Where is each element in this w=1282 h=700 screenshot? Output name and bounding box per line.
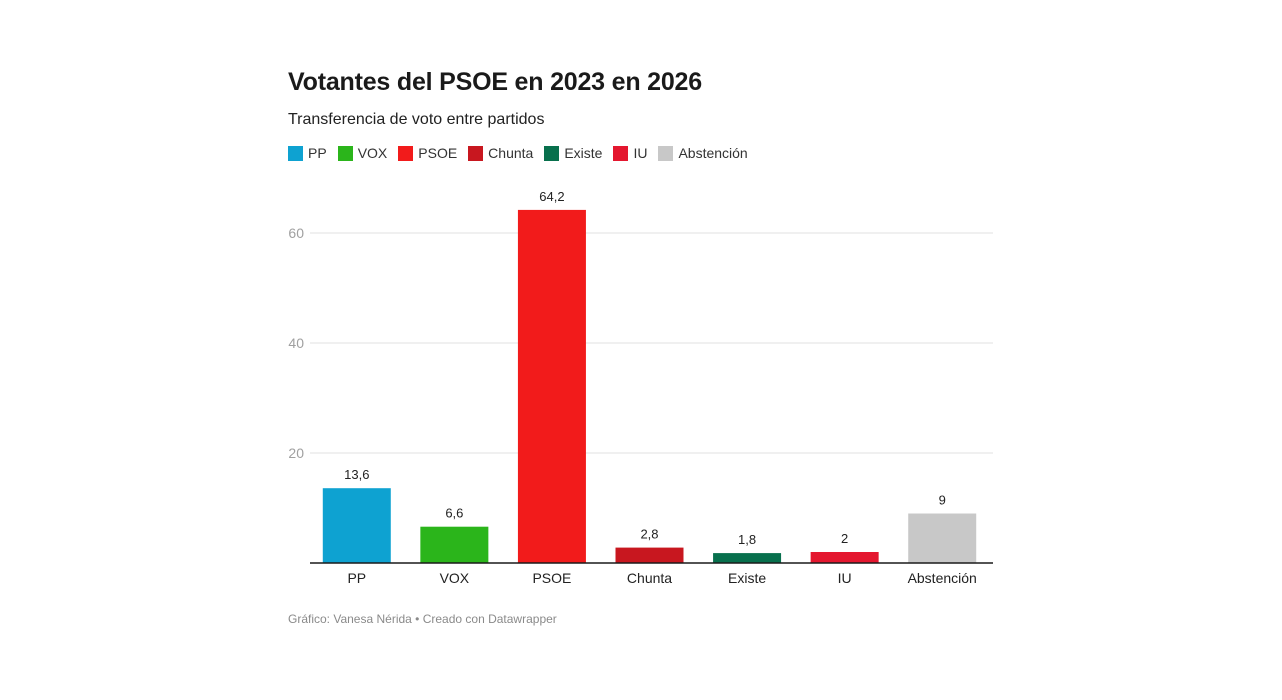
y-tick-label: 40 bbox=[288, 335, 304, 351]
legend-item: PSOE bbox=[398, 145, 457, 161]
legend-item: PP bbox=[288, 145, 327, 161]
bar bbox=[420, 526, 489, 563]
y-tick-label: 20 bbox=[288, 445, 304, 461]
legend: PP VOX PSOE Chunta Existe IU Abstención bbox=[288, 145, 759, 161]
legend-swatch bbox=[288, 145, 303, 161]
legend-label: VOX bbox=[357, 145, 388, 161]
chart-title: Votantes del PSOE en 2023 en 2026 bbox=[288, 68, 702, 96]
chart-subtitle: Transferencia de voto entre partidos bbox=[288, 111, 545, 128]
legend-label: IU bbox=[633, 145, 648, 161]
value-label: 2 bbox=[841, 531, 848, 546]
bar bbox=[322, 488, 391, 563]
legend-item: Existe bbox=[544, 145, 602, 161]
bar bbox=[713, 553, 782, 563]
category-label: Abstención bbox=[908, 570, 977, 586]
chart-credit: Gráfico: Vanesa Nérida • Creado con Data… bbox=[288, 612, 557, 626]
legend-swatch bbox=[544, 145, 560, 161]
bar bbox=[908, 513, 977, 563]
value-label: 6,6 bbox=[445, 506, 463, 521]
legend-swatch bbox=[613, 145, 629, 161]
bar bbox=[615, 547, 684, 563]
value-label: 64,2 bbox=[539, 189, 564, 204]
category-label: Existe bbox=[728, 570, 766, 586]
category-label: PSOE bbox=[532, 570, 571, 586]
value-label: 9 bbox=[939, 493, 946, 508]
category-label: Chunta bbox=[627, 570, 672, 586]
category-label: PP bbox=[347, 570, 366, 586]
legend-item: IU bbox=[613, 145, 647, 161]
y-tick-label: 60 bbox=[288, 225, 304, 241]
value-label: 13,6 bbox=[344, 467, 369, 482]
legend-swatch bbox=[337, 145, 353, 161]
category-label: IU bbox=[838, 570, 852, 586]
legend-swatch bbox=[398, 145, 414, 161]
legend-label: Abstención bbox=[678, 145, 748, 161]
category-label: VOX bbox=[440, 570, 470, 586]
legend-item: Abstención bbox=[658, 145, 748, 161]
legend-label: PSOE bbox=[418, 145, 458, 161]
bar bbox=[517, 209, 586, 563]
legend-label: Chunta bbox=[488, 145, 534, 161]
value-label: 1,8 bbox=[738, 532, 756, 547]
legend-item: VOX bbox=[337, 145, 388, 161]
legend-item: Chunta bbox=[468, 145, 533, 161]
legend-swatch bbox=[468, 145, 484, 161]
value-label: 2,8 bbox=[640, 527, 658, 542]
legend-label: Existe bbox=[564, 145, 603, 161]
legend-swatch bbox=[658, 145, 674, 161]
bar bbox=[810, 552, 879, 563]
legend-label: PP bbox=[308, 145, 327, 161]
